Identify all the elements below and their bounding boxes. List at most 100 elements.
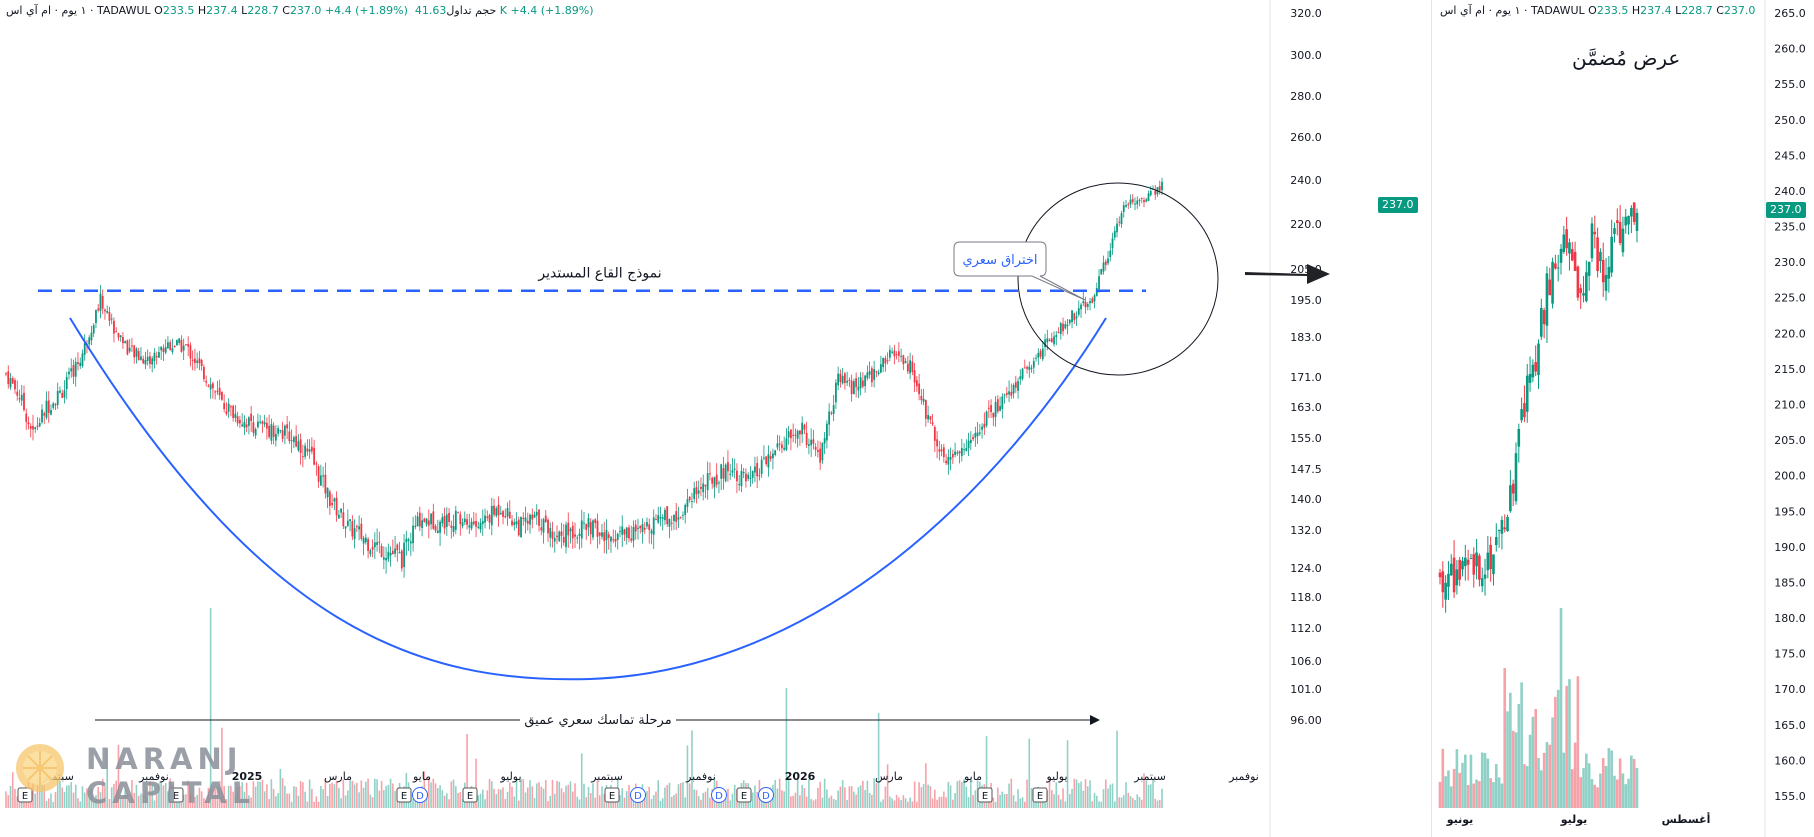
volume-bar (508, 782, 511, 808)
candle-body (614, 539, 617, 542)
candle-body (434, 526, 437, 531)
volume-bar (374, 778, 376, 808)
candle-body (313, 447, 316, 465)
candle-body (414, 525, 417, 528)
candle-body (306, 448, 309, 452)
candle-body (403, 542, 405, 567)
arrowhead-icon (1090, 715, 1100, 725)
candle-body (529, 514, 531, 525)
zoom-candle-body (1616, 220, 1619, 224)
zoom-volume-bar (1624, 784, 1628, 808)
candle-body (954, 451, 956, 455)
price-tick-label: 195.0 (1290, 294, 1322, 307)
candle-body (951, 453, 954, 458)
volume-bar (389, 778, 392, 808)
candle-body (781, 444, 783, 449)
volume-bar (956, 781, 959, 808)
volume-bar (1035, 800, 1037, 808)
volume-bar (214, 786, 216, 808)
earnings-marker-icon[interactable] (17, 787, 33, 803)
zoom-chart-pane[interactable]: ١ يوم · ام آي اس · TADAWUL O233.5 H237.4… (1431, 0, 1814, 837)
price-tick-label: 163.0 (1290, 401, 1322, 414)
candle-body (828, 411, 831, 425)
earnings-marker-icon[interactable] (396, 787, 412, 803)
main-chart-canvas[interactable]: 320.0300.0280.0260.0240.0220.0205.0195.0… (0, 0, 1431, 837)
candle-body (1089, 301, 1091, 304)
dividend-marker-icon[interactable] (711, 787, 727, 803)
volume-bar (351, 780, 354, 808)
candle-body (459, 514, 462, 525)
zoom-price-tick-label: 225.0 (1774, 292, 1806, 305)
candle-body (182, 345, 185, 351)
candle-body (922, 398, 925, 402)
zoom-price-tick-label: 195.0 (1774, 505, 1806, 518)
zoom-candle-body (1531, 364, 1535, 378)
volume-bar (1071, 788, 1073, 808)
candle-body (488, 515, 491, 523)
candle-body (205, 380, 208, 383)
earnings-marker-icon[interactable] (604, 787, 620, 803)
volume-bar (425, 798, 428, 808)
price-tick-label: 132.0 (1290, 524, 1322, 537)
zoom-chart-canvas[interactable]: 265.0 260.0 255.0 250.0 245.0 240.0 235.0 230.0… (1432, 0, 1814, 837)
candle-body (221, 391, 223, 400)
volume-bar (203, 798, 205, 808)
zoom-candle-body (1494, 537, 1498, 546)
zoom-low-value: 228.7 (1681, 4, 1713, 17)
candle-body (751, 471, 754, 478)
candle-body (870, 368, 873, 383)
zoom-candle-body (1461, 560, 1464, 570)
candle-body (834, 382, 837, 403)
earnings-marker-icon[interactable] (462, 787, 478, 803)
volume-bar (124, 790, 126, 808)
volume-bar (799, 795, 801, 808)
candle-body (432, 511, 435, 529)
volume-bar (994, 801, 997, 808)
volume-label: حجم تداول (446, 4, 497, 17)
zoom-open-label: O (1588, 4, 1597, 17)
volume-bar (913, 781, 916, 808)
volume-bar (754, 785, 756, 808)
candle-body (727, 462, 729, 472)
candle-body (277, 428, 280, 434)
zoom-volume-bar (1514, 732, 1518, 808)
volume-bar (864, 789, 866, 808)
volume-bar (11, 772, 14, 808)
zoom-candle-body (1587, 261, 1591, 276)
earnings-marker-icon[interactable] (168, 787, 184, 803)
candle-body (400, 550, 403, 569)
dividend-marker-icon[interactable] (630, 787, 646, 803)
volume-bar (9, 785, 12, 808)
candle-body (549, 528, 552, 538)
volume-bar (92, 801, 95, 808)
main-chart-pane[interactable]: ١ يوم · ام آي اس · TADAWUL O233.5 H237.4… (0, 0, 1431, 837)
volume-bar (194, 796, 196, 808)
volume-bar (549, 795, 552, 808)
volume-bar (1024, 801, 1026, 808)
volume-bar (578, 799, 581, 808)
candle-body (5, 373, 7, 375)
volume-bar (871, 794, 873, 808)
candle-body (481, 521, 484, 525)
candle-body (616, 533, 619, 541)
zoom-price-tick-label: 190.0 (1774, 541, 1806, 554)
volume-bar (45, 801, 48, 808)
volume-bar (904, 798, 907, 808)
candle-body (1073, 313, 1076, 321)
dividend-marker-icon[interactable] (758, 787, 774, 803)
volume-bar (1154, 798, 1157, 808)
price-tick-label: 260.0 (1290, 131, 1322, 144)
candle-body (378, 541, 381, 543)
volume-bar (803, 788, 806, 808)
candle-body (322, 475, 325, 477)
zoom-volume-bar (1478, 781, 1481, 808)
volume-bar (866, 780, 869, 808)
earnings-marker-icon[interactable] (1032, 787, 1048, 803)
earnings-marker-icon[interactable] (977, 787, 993, 803)
earnings-marker-icon[interactable] (736, 787, 752, 803)
zoom-candle-body (1478, 555, 1481, 580)
candle-body (1077, 308, 1080, 315)
candle-body (861, 380, 864, 387)
dividend-marker-icon[interactable] (412, 787, 428, 803)
zoom-close-label: C (1716, 4, 1724, 17)
